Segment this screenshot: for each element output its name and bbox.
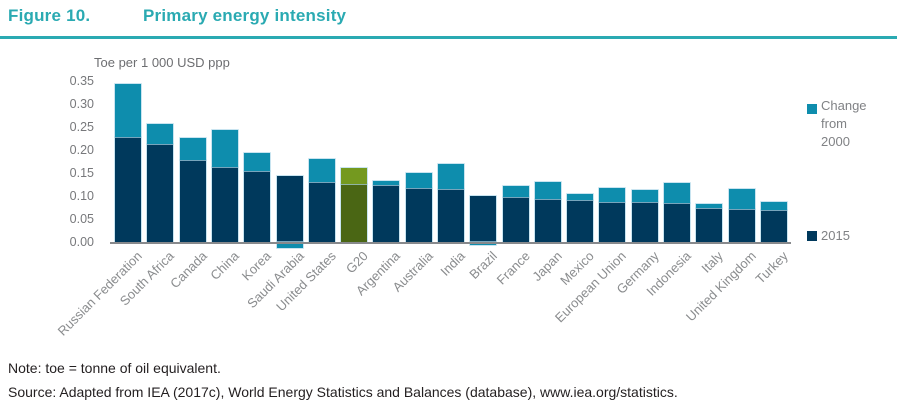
bar-2015-south-africa bbox=[147, 143, 174, 242]
bar-2015-italy bbox=[696, 207, 723, 242]
source-text: Source: Adapted from IEA (2017c), World … bbox=[8, 384, 678, 400]
bar-2015-argentina bbox=[373, 185, 400, 242]
y-tick-label: 0.30 bbox=[69, 96, 94, 111]
legend-label-2015: 2015 bbox=[821, 228, 850, 243]
bar-2015-mexico bbox=[567, 199, 594, 242]
bar-2015-china bbox=[212, 167, 238, 242]
bar-change-italy bbox=[696, 203, 723, 208]
bar-change-china bbox=[212, 129, 238, 168]
y-tick-label: 0.25 bbox=[69, 119, 94, 134]
bar-change-australia bbox=[405, 173, 432, 188]
y-tick-label: 0.15 bbox=[69, 165, 94, 180]
bar-2015-korea bbox=[244, 170, 271, 242]
bar-change-united-kingdom bbox=[728, 188, 755, 210]
bar-2015-japan bbox=[534, 198, 561, 242]
bar-change-south-africa bbox=[147, 123, 174, 144]
legend-label-change: Change from 2000 bbox=[821, 98, 867, 149]
bar-2015-united-states bbox=[308, 182, 335, 242]
plot-area bbox=[112, 81, 790, 249]
bar-change-russian-federation bbox=[115, 84, 142, 138]
figure-number: Figure 10. bbox=[8, 6, 91, 25]
bar-change-saudi-arabia bbox=[276, 242, 303, 249]
bar-change-japan bbox=[534, 182, 561, 199]
bar-change-turkey bbox=[760, 202, 787, 211]
bar-change-argentina bbox=[373, 181, 400, 186]
bar-2015-germany bbox=[631, 202, 658, 242]
title-divider bbox=[0, 36, 897, 39]
bar-2015-european-union bbox=[599, 201, 626, 242]
bar-2015-canada bbox=[179, 159, 206, 242]
figure-title-text: Primary energy intensity bbox=[143, 6, 347, 25]
bar-2015-united-kingdom bbox=[728, 209, 755, 242]
bar-change-g20 bbox=[341, 167, 368, 185]
x-axis-line bbox=[110, 242, 791, 244]
bar-change-canada bbox=[179, 138, 206, 160]
bar-2015-france bbox=[502, 197, 529, 242]
bar-change-indonesia bbox=[664, 182, 690, 204]
bar-change-european-union bbox=[599, 188, 626, 202]
bar-change-india bbox=[438, 164, 464, 190]
y-tick-label: 0.00 bbox=[69, 234, 94, 249]
bar-2015-brazil bbox=[470, 195, 497, 242]
bar-2015-indonesia bbox=[664, 203, 690, 242]
y-tick-label: 0.20 bbox=[69, 142, 94, 157]
bar-change-mexico bbox=[567, 193, 594, 200]
bar-2015-saudi-arabia bbox=[276, 176, 303, 242]
figure-title: Figure 10. Primary energy intensity bbox=[8, 6, 346, 26]
legend-swatch-2015-icon bbox=[807, 231, 817, 241]
bar-2015-russian-federation bbox=[115, 137, 142, 242]
y-tick-label: 0.35 bbox=[69, 73, 94, 88]
y-tick-label: 0.10 bbox=[69, 188, 94, 203]
bar-2015-australia bbox=[405, 187, 432, 242]
bar-change-korea bbox=[244, 153, 271, 171]
legend-swatch-change-icon bbox=[807, 104, 817, 114]
bar-2015-g20 bbox=[341, 184, 368, 242]
bar-change-united-states bbox=[308, 159, 335, 183]
y-tick-label: 0.05 bbox=[69, 211, 94, 226]
bar-2015-india bbox=[438, 189, 464, 242]
bar-2015-turkey bbox=[760, 210, 787, 242]
note-text: Note: toe = tonne of oil equivalent. bbox=[8, 360, 221, 376]
bar-change-france bbox=[502, 185, 529, 198]
bar-change-germany bbox=[631, 190, 658, 203]
y-axis-unit-label: Toe per 1 000 USD ppp bbox=[94, 55, 230, 70]
